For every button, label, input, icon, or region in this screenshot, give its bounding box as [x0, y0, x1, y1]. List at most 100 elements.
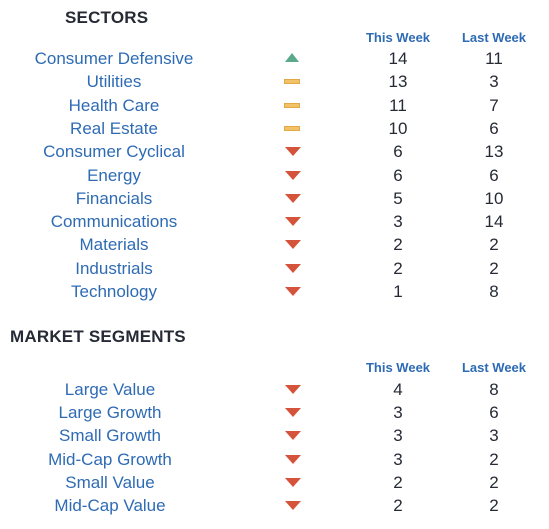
table-row: Health Care 11 7	[0, 94, 549, 117]
table-row: Mid-Cap Value 2 2	[0, 494, 549, 517]
row-label: Financials	[75, 188, 153, 208]
this-week-value: 14	[388, 49, 408, 68]
row-label: Utilities	[86, 72, 142, 92]
this-week-value: 11	[389, 95, 407, 115]
row-label: Consumer Cyclical	[43, 142, 185, 162]
row-label: Energy	[87, 165, 141, 185]
dash-icon	[284, 79, 300, 85]
last-week-value: 14	[484, 212, 504, 232]
triangle-down-icon	[285, 477, 301, 487]
last-week-value: 3	[489, 72, 499, 92]
triangle-down-icon	[285, 501, 301, 510]
this-week-value: 6	[393, 142, 403, 162]
trend-indicator	[284, 47, 300, 70]
trend-indicator	[284, 187, 301, 210]
last-week-value: 6	[489, 165, 499, 185]
trend-indicator	[284, 117, 300, 140]
last-week-value: 2	[489, 496, 499, 515]
row-label: Communications	[50, 212, 178, 232]
table-row: Small Growth 3 3	[0, 424, 549, 447]
last-week-value: 2	[489, 472, 499, 492]
this-week-value: 13	[388, 72, 408, 92]
table-row: Utilities 13 3	[0, 70, 549, 93]
sectors-last-week-header: Last Week	[461, 30, 527, 45]
table-row: Financials 5 10	[0, 187, 549, 210]
sectors-title: SECTORS	[65, 8, 149, 27]
triangle-down-icon	[285, 287, 301, 296]
triangle-up-icon	[285, 53, 299, 62]
table-row: Industrials 2 2	[0, 257, 549, 280]
segments-title: MARKET SEGMENTS	[10, 327, 186, 346]
triangle-down-icon	[285, 240, 301, 250]
triangle-down-icon	[285, 408, 301, 418]
this-week-value: 2	[393, 258, 403, 278]
this-week-value: 4	[393, 380, 403, 399]
trend-indicator	[284, 70, 300, 93]
triangle-down-icon	[285, 431, 301, 441]
row-label: Mid-Cap Growth	[48, 449, 172, 469]
table-row: Large Growth 3 6	[0, 401, 549, 424]
last-week-value: 11	[485, 49, 503, 68]
table-row: Consumer Cyclical 6 13	[0, 140, 549, 163]
row-label: Small Value	[65, 472, 155, 492]
row-label: Large Value	[64, 380, 156, 399]
table-row: Real Estate 10 6	[0, 117, 549, 140]
last-week-value: 6	[489, 403, 499, 423]
trend-indicator	[284, 378, 301, 401]
trend-indicator	[284, 94, 300, 117]
last-week-value: 7	[489, 95, 499, 115]
last-week-value: 2	[489, 258, 499, 278]
dash-icon	[284, 102, 300, 108]
last-week-value: 8	[489, 282, 499, 301]
last-week-value: 13	[484, 142, 504, 162]
triangle-down-icon	[285, 385, 301, 394]
this-week-value: 2	[393, 496, 403, 515]
last-week-value: 2	[489, 449, 499, 469]
triangle-down-icon	[285, 263, 301, 273]
this-week-value: 1	[393, 282, 403, 301]
this-week-value: 3	[393, 449, 403, 469]
triangle-down-icon	[285, 454, 301, 464]
row-label: Large Growth	[58, 403, 162, 423]
triangle-down-icon	[285, 193, 301, 203]
trend-indicator	[284, 424, 301, 447]
trend-indicator	[284, 448, 301, 471]
row-label: Small Growth	[58, 426, 162, 446]
segments-last-week-header: Last Week	[461, 360, 527, 375]
triangle-down-icon	[285, 217, 301, 227]
this-week-value: 10	[388, 118, 408, 138]
this-week-value: 3	[393, 403, 403, 423]
sectors-this-week-header: This Week	[365, 30, 431, 45]
dash-icon	[284, 125, 300, 131]
last-week-value: 6	[489, 118, 499, 138]
triangle-down-icon	[285, 170, 301, 180]
trend-indicator	[284, 233, 301, 256]
row-label: Technology	[70, 282, 157, 301]
row-label: Industrials	[75, 258, 153, 278]
trend-indicator	[284, 280, 301, 303]
trend-indicator	[284, 471, 301, 494]
trend-indicator	[284, 401, 301, 424]
table-row: Mid-Cap Growth 3 2	[0, 448, 549, 471]
this-week-value: 6	[393, 165, 403, 185]
row-label: Materials	[79, 235, 149, 255]
this-week-value: 2	[393, 235, 403, 255]
trend-indicator	[284, 257, 301, 280]
trend-indicator	[284, 494, 301, 517]
last-week-value: 3	[489, 426, 499, 446]
last-week-value: 2	[489, 235, 499, 255]
last-week-value: 10	[484, 188, 504, 208]
this-week-value: 3	[393, 426, 403, 446]
table-row: Energy 6 6	[0, 164, 549, 187]
table-row: Small Value 2 2	[0, 471, 549, 494]
table-row: Technology 1 8	[0, 280, 549, 303]
trend-indicator	[284, 210, 301, 233]
last-week-value: 8	[489, 380, 499, 399]
row-label: Mid-Cap Value	[54, 496, 166, 515]
triangle-down-icon	[285, 147, 301, 157]
this-week-value: 2	[393, 472, 403, 492]
table-row: Consumer Defensive 14 11	[0, 47, 549, 70]
this-week-value: 3	[393, 212, 403, 232]
row-label: Real Estate	[70, 118, 158, 138]
row-label: Consumer Defensive	[34, 49, 194, 68]
